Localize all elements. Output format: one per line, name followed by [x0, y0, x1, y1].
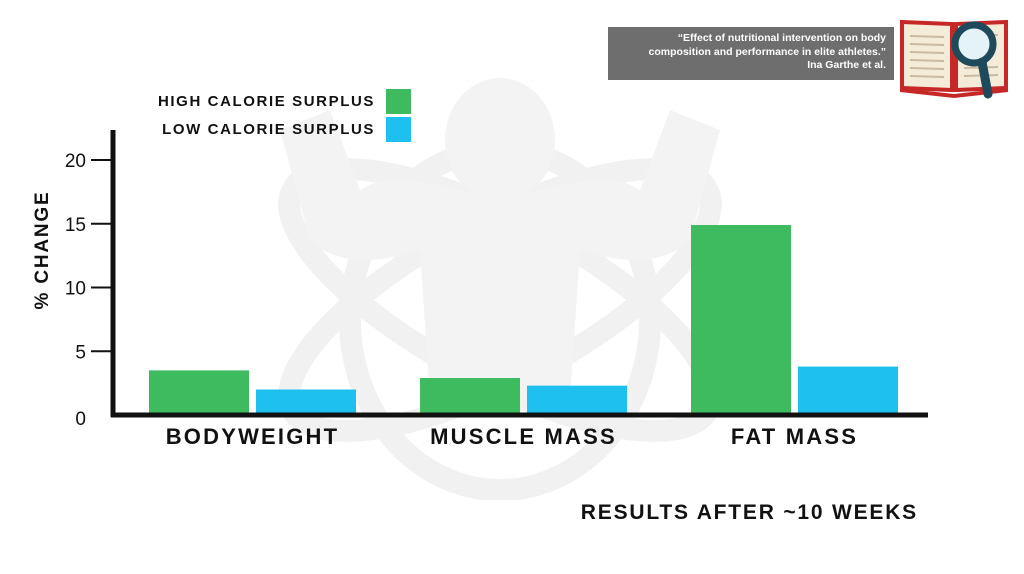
legend-label-high: HIGH CALORIE SURPLUS [157, 93, 375, 110]
x-category-label-0: BODYWEIGHT [166, 424, 340, 449]
y-tick-label-20: 20 [65, 151, 86, 172]
x-category-label-2: FAT MASS [731, 424, 858, 449]
citation-author: Ina Garthe et al. [807, 59, 886, 71]
y-tick-label-5: 5 [75, 342, 86, 363]
bar-high-1 [420, 378, 520, 415]
legend-label-low: LOW CALORIE SURPLUS [162, 121, 375, 138]
legend-swatch-high [386, 89, 411, 114]
legend-item-low: LOW CALORIE SURPLUS [156, 117, 411, 143]
x-category-label-1: MUSCLE MASS [430, 424, 617, 449]
bar-high-2 [691, 225, 791, 415]
citation-title-line-1: “Effect of nutritional intervention on b… [677, 32, 886, 44]
legend-item-high: HIGH CALORIE SURPLUS [156, 89, 411, 115]
citation-title-line-2: composition and performance in elite ath… [648, 45, 886, 58]
bar-high-0 [149, 370, 249, 415]
y-tick-label-0: 0 [75, 409, 86, 430]
flexing-figure-watermark-icon [278, 78, 722, 500]
bar-low-2 [798, 366, 898, 415]
citation-box: “Effect of nutritional intervention on b… [608, 27, 894, 80]
bar-low-0 [256, 389, 356, 415]
y-axis-title: % CHANGE [32, 191, 53, 310]
bar-low-1 [527, 385, 627, 415]
y-tick-label-10: 10 [65, 279, 86, 300]
book-magnifier-icon [900, 19, 1008, 99]
x-axis-title: RESULTS AFTER ~10 WEEKS [581, 501, 918, 524]
y-tick-label-15: 15 [65, 215, 86, 236]
legend-swatch-low [386, 117, 411, 142]
